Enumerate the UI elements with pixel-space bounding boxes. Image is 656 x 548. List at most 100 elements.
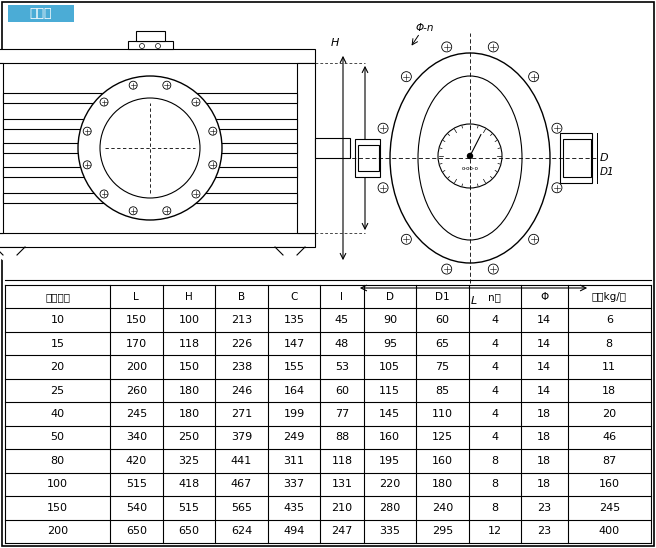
Text: 8: 8 [605,339,613,349]
Text: 155: 155 [283,362,304,372]
Bar [3,193,297,203]
Text: 160: 160 [379,432,400,442]
Text: 18: 18 [537,432,552,442]
Ellipse shape [78,76,222,220]
Circle shape [209,127,216,135]
Text: 100: 100 [178,315,199,325]
Text: 220: 220 [379,480,400,489]
Bar [297,63,315,233]
Circle shape [163,207,171,215]
Text: 80: 80 [51,456,64,466]
Text: 14: 14 [537,339,552,349]
Text: 418: 418 [178,480,199,489]
Bar [0,233,315,247]
Bar [3,119,297,129]
Text: 246: 246 [231,386,252,396]
Text: 4: 4 [491,362,499,372]
Text: 18: 18 [537,409,552,419]
Text: 18: 18 [602,386,617,396]
Circle shape [83,127,91,135]
Text: 60: 60 [335,386,349,396]
Text: 150: 150 [47,503,68,513]
Text: 8: 8 [491,503,499,513]
Text: 11: 11 [602,362,616,372]
Text: C: C [291,292,298,302]
Text: 250: 250 [178,432,199,442]
Text: 160: 160 [599,480,620,489]
Text: 65: 65 [436,339,449,349]
Bar [3,167,297,177]
Text: 247: 247 [331,526,352,536]
Text: 118: 118 [178,339,199,349]
Circle shape [488,42,499,52]
Bar [8,5,74,22]
Circle shape [163,81,171,89]
Text: 240: 240 [432,503,453,513]
Bar [127,41,173,49]
Text: 46: 46 [602,432,617,442]
Text: 624: 624 [231,526,252,536]
Text: 18: 18 [537,456,552,466]
Circle shape [129,81,137,89]
Text: 340: 340 [126,432,147,442]
Circle shape [129,207,137,215]
Text: 540: 540 [126,503,147,513]
Text: 245: 245 [599,503,620,513]
Text: 20: 20 [51,362,64,372]
Text: 53: 53 [335,362,349,372]
Text: 105: 105 [379,362,400,372]
Text: 8: 8 [491,480,499,489]
Text: 337: 337 [283,480,304,489]
Text: 295: 295 [432,526,453,536]
Text: H: H [185,292,193,302]
Text: 379: 379 [231,432,252,442]
Circle shape [488,264,499,274]
Text: 199: 199 [283,409,304,419]
Text: 125: 125 [432,432,453,442]
Text: 48: 48 [335,339,349,349]
Circle shape [552,183,562,193]
Circle shape [438,124,502,188]
Text: D: D [386,292,394,302]
Text: 467: 467 [231,480,252,489]
Text: 131: 131 [331,480,352,489]
Text: 90: 90 [382,315,397,325]
Text: D1: D1 [600,167,615,177]
Bar [3,143,297,153]
Text: 95: 95 [382,339,397,349]
Text: 325: 325 [178,456,199,466]
Text: 400: 400 [599,526,620,536]
Text: H: H [331,38,339,48]
Text: 135: 135 [283,315,304,325]
Text: 23: 23 [537,503,552,513]
Text: 4: 4 [491,339,499,349]
Text: I: I [340,292,343,302]
Text: D1: D1 [435,292,449,302]
Text: 115: 115 [379,386,400,396]
Text: 245: 245 [126,409,147,419]
Bar [315,138,350,158]
Circle shape [401,235,411,244]
Text: 494: 494 [283,526,304,536]
Text: 170: 170 [126,339,147,349]
Text: 210: 210 [331,503,352,513]
Text: 260: 260 [126,386,147,396]
Text: 4: 4 [491,432,499,442]
Text: 249: 249 [283,432,304,442]
Bar [0,63,3,233]
Text: 311: 311 [283,456,304,466]
Bar [136,31,165,41]
Text: 4: 4 [491,315,499,325]
Bar [358,145,379,171]
Text: 6: 6 [605,315,613,325]
Text: 18: 18 [537,480,552,489]
Text: 238: 238 [231,362,252,372]
Text: 12: 12 [488,526,502,536]
Text: 226: 226 [231,339,252,349]
Text: 515: 515 [178,503,199,513]
Text: 150: 150 [178,362,199,372]
Wedge shape [275,247,305,262]
Text: B: B [371,141,379,155]
Text: 441: 441 [231,456,252,466]
Wedge shape [0,247,25,262]
